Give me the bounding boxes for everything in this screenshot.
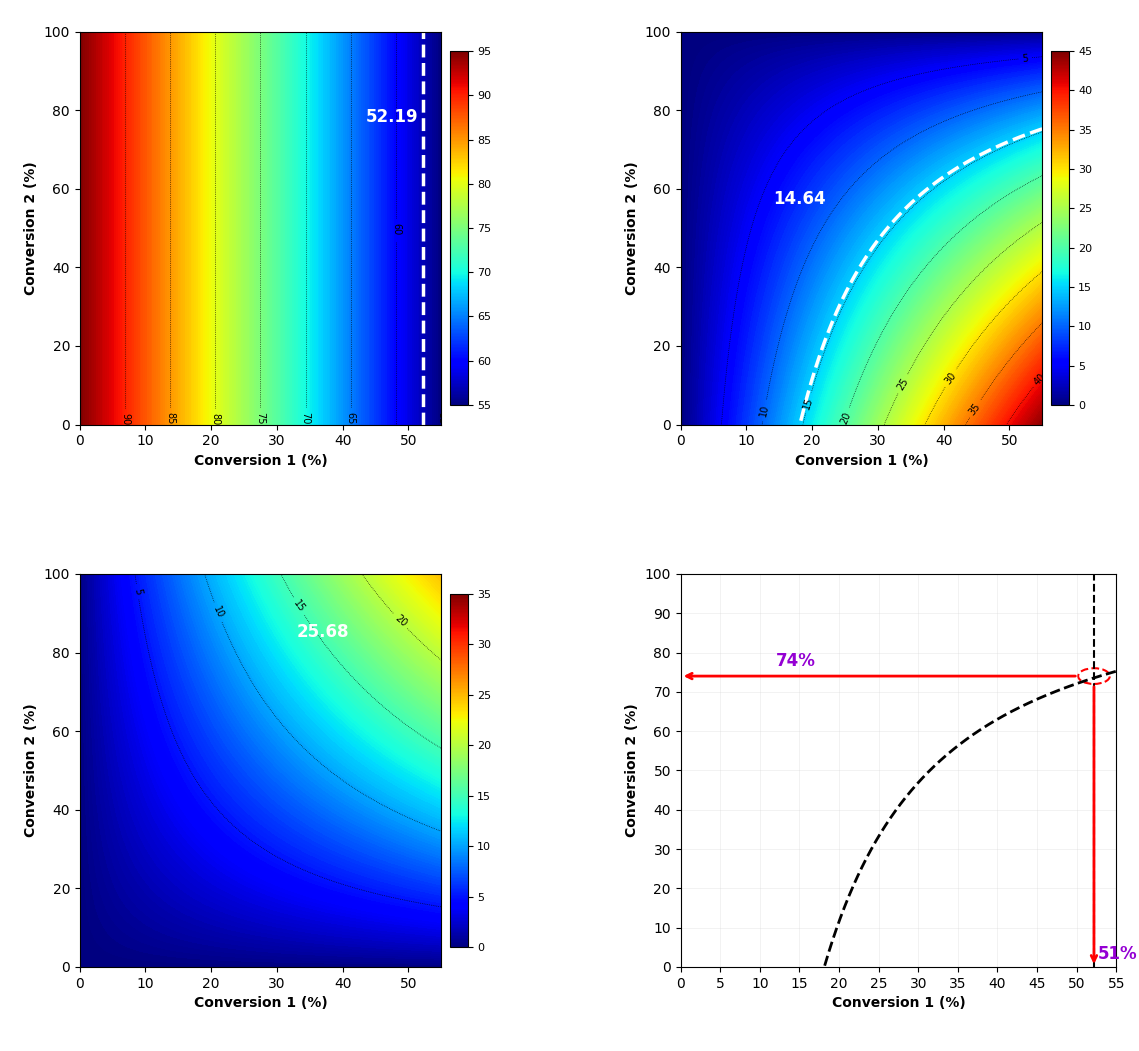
Text: 25.68: 25.68 <box>296 623 350 641</box>
Y-axis label: Conversion 2 (%): Conversion 2 (%) <box>625 703 639 838</box>
Text: 90: 90 <box>120 412 130 425</box>
Text: 5: 5 <box>132 588 144 596</box>
Text: 75: 75 <box>255 412 265 425</box>
Text: 15: 15 <box>802 395 816 410</box>
Text: 14.64: 14.64 <box>772 190 826 208</box>
Text: 52.19: 52.19 <box>366 108 418 126</box>
Text: 35: 35 <box>967 400 983 417</box>
X-axis label: Conversion 1 (%): Conversion 1 (%) <box>831 996 966 1010</box>
Text: 5: 5 <box>1022 54 1029 63</box>
Text: 85: 85 <box>165 412 175 425</box>
Text: 65: 65 <box>346 412 355 425</box>
Text: 80: 80 <box>211 412 220 425</box>
Text: 10: 10 <box>759 404 771 418</box>
X-axis label: Conversion 1 (%): Conversion 1 (%) <box>194 996 327 1010</box>
Text: 20: 20 <box>393 614 409 630</box>
Text: 30: 30 <box>943 370 958 386</box>
X-axis label: Conversion 1 (%): Conversion 1 (%) <box>194 454 327 468</box>
Y-axis label: Conversion 2 (%): Conversion 2 (%) <box>24 703 38 838</box>
Text: 74%: 74% <box>776 653 816 671</box>
Text: 51%: 51% <box>1098 945 1138 963</box>
Y-axis label: Conversion 2 (%): Conversion 2 (%) <box>24 161 38 295</box>
Text: 55: 55 <box>436 412 446 425</box>
Text: 40: 40 <box>1032 371 1048 387</box>
Text: 10: 10 <box>211 604 226 620</box>
Text: 60: 60 <box>391 224 401 235</box>
Text: 15: 15 <box>292 598 306 615</box>
Y-axis label: Conversion 2 (%): Conversion 2 (%) <box>625 161 639 295</box>
Text: 70: 70 <box>301 412 311 425</box>
Text: 20: 20 <box>839 410 853 426</box>
Text: 25: 25 <box>895 376 910 392</box>
X-axis label: Conversion 1 (%): Conversion 1 (%) <box>795 454 928 468</box>
